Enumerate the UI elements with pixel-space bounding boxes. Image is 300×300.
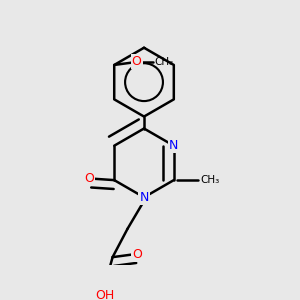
Text: CH₃: CH₃ [201,175,220,185]
Text: CH₃: CH₃ [154,57,174,67]
Text: O: O [132,56,142,68]
Text: N: N [139,191,149,204]
Text: O: O [133,248,142,261]
Text: N: N [169,139,178,152]
Text: OH: OH [95,289,115,300]
Text: O: O [85,172,94,185]
